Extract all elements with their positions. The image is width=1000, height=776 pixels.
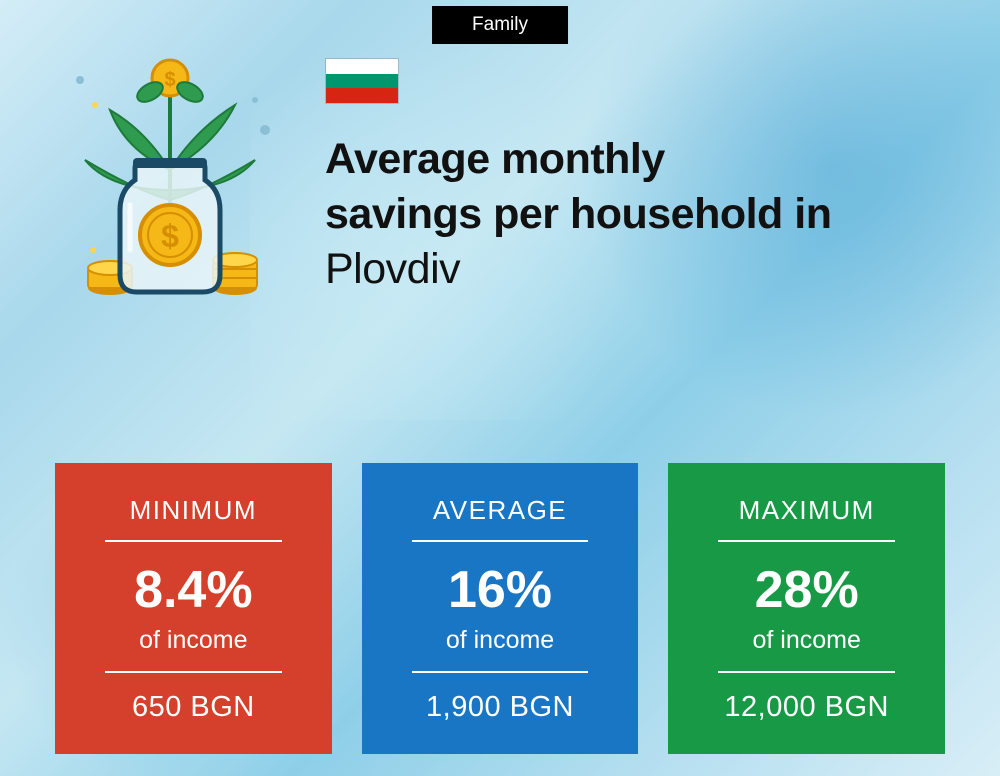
card-label: MAXIMUM [696,495,917,526]
title-block: Average monthly savings per household in… [325,50,945,297]
title-line-2: savings per household in [325,190,831,238]
card-label: AVERAGE [390,495,611,526]
savings-illustration: $ $ [55,50,285,310]
divider [105,540,282,542]
card-sub: of income [390,626,611,655]
svg-text:$: $ [164,69,175,91]
title-city: Plovdiv [325,245,460,293]
card-average: AVERAGE 16% of income 1,900 BGN [362,463,639,754]
country-flag-icon [325,58,399,104]
header: $ $ [55,50,945,310]
divider [412,671,589,673]
page-title: Average monthly savings per household in… [325,132,945,297]
flag-stripe-1 [326,59,398,74]
card-sub: of income [83,626,304,655]
card-percent: 28% [696,560,917,620]
card-minimum: MINIMUM 8.4% of income 650 BGN [55,463,332,754]
card-sub: of income [696,626,917,655]
divider [718,540,895,542]
svg-text:$: $ [161,218,179,254]
flag-stripe-3 [326,88,398,103]
title-line-1: Average monthly [325,135,665,183]
card-amount: 1,900 BGN [390,691,611,724]
category-tag-text: Family [472,14,528,35]
card-label: MINIMUM [83,495,304,526]
card-maximum: MAXIMUM 28% of income 12,000 BGN [668,463,945,754]
divider [718,671,895,673]
card-percent: 16% [390,560,611,620]
divider [105,671,282,673]
card-amount: 12,000 BGN [696,691,917,724]
divider [412,540,589,542]
category-tag: Family [432,6,568,44]
flag-stripe-2 [326,74,398,89]
card-amount: 650 BGN [83,691,304,724]
card-percent: 8.4% [83,560,304,620]
savings-jar-icon: $ $ [55,50,285,310]
stats-cards: MINIMUM 8.4% of income 650 BGN AVERAGE 1… [55,463,945,754]
